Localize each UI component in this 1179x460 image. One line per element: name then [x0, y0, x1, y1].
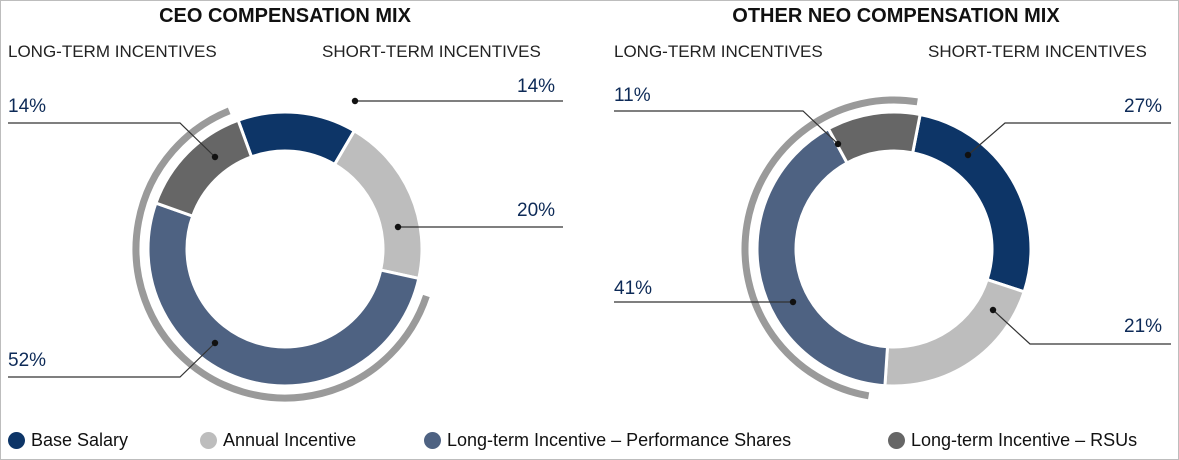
legend-label-rsus: Long-term Incentive – RSUs — [911, 430, 1138, 450]
ceo-leader-dot-base-salary — [351, 97, 359, 105]
ceo-performance-shares-label: 52% — [8, 350, 47, 371]
neo-leader-dot-performance-shares — [789, 298, 797, 306]
neo-base-salary-label: 27% — [1124, 96, 1163, 117]
legend-swatch-annual-incentive — [200, 432, 217, 449]
ceo-short-term-header: SHORT-TERM INCENTIVES — [322, 42, 541, 61]
legend-label-base-salary: Base Salary — [31, 430, 129, 450]
neo-leader-dot-annual-incentive — [989, 306, 997, 314]
neo-leader-dot-base-salary — [964, 151, 972, 159]
neo-long-term-bracket — [741, 96, 918, 400]
ceo-annual-incentive-label: 20% — [517, 200, 556, 221]
legend-label-annual-incentive: Annual Incentive — [223, 430, 357, 450]
ceo-long-term-header: LONG-TERM INCENTIVES — [8, 42, 217, 61]
ceo-donut-segment-base-salary — [236, 110, 357, 167]
legend-item-base-salary: Base Salary — [8, 430, 128, 451]
ceo-chart-title: CEO COMPENSATION MIX — [159, 5, 411, 27]
legend-label-performance-shares: Long-term Incentive – Performance Shares — [447, 430, 792, 450]
legend-item-annual-incentive: Annual Incentive — [200, 430, 356, 451]
neo-chart-title: OTHER NEO COMPENSATION MIX — [732, 5, 1060, 27]
ceo-leader-line-rsus — [8, 122, 216, 158]
neo-leader-line-annual-incentive — [992, 309, 1171, 345]
ceo-long-term-bracket — [132, 107, 430, 402]
ceo-donut-segment-rsus — [154, 118, 254, 219]
neo-donut-segment-rsus — [826, 110, 922, 165]
legend-item-performance-shares: Long-term Incentive – Performance Shares — [424, 430, 791, 451]
neo-performance-shares-label: 41% — [614, 278, 653, 299]
ceo-leader-dot-rsus — [211, 153, 219, 161]
neo-rsus-label: 11% — [614, 85, 651, 106]
neo-annual-incentive-label: 21% — [1124, 316, 1163, 337]
ceo-leader-dot-annual-incentive — [394, 223, 402, 231]
neo-donut-segment-base-salary — [910, 112, 1033, 294]
chart-legend: Base Salary Annual Incentive Long-term I… — [0, 426, 1179, 456]
ceo-base-salary-label: 14% — [517, 76, 556, 97]
legend-swatch-base-salary — [8, 432, 25, 449]
neo-donut-segment-annual-incentive — [883, 277, 1027, 388]
neo-leader-line-rsus — [614, 110, 839, 145]
legend-item-rsus: Long-term Incentive – RSUs — [888, 430, 1137, 451]
ceo-leader-dot-performance-shares — [211, 339, 219, 347]
neo-long-term-header: LONG-TERM INCENTIVES — [614, 42, 823, 61]
legend-swatch-performance-shares — [424, 432, 441, 449]
legend-swatch-rsus — [888, 432, 905, 449]
ceo-donut-segment-annual-incentive — [332, 128, 424, 281]
ceo-rsus-label: 14% — [8, 96, 47, 117]
neo-donut-segment-performance-shares — [755, 126, 890, 388]
neo-leader-dot-rsus — [834, 140, 842, 148]
ceo-leader-line-performance-shares — [8, 342, 216, 378]
neo-leader-line-base-salary — [967, 122, 1171, 156]
neo-short-term-header: SHORT-TERM INCENTIVES — [928, 42, 1147, 61]
